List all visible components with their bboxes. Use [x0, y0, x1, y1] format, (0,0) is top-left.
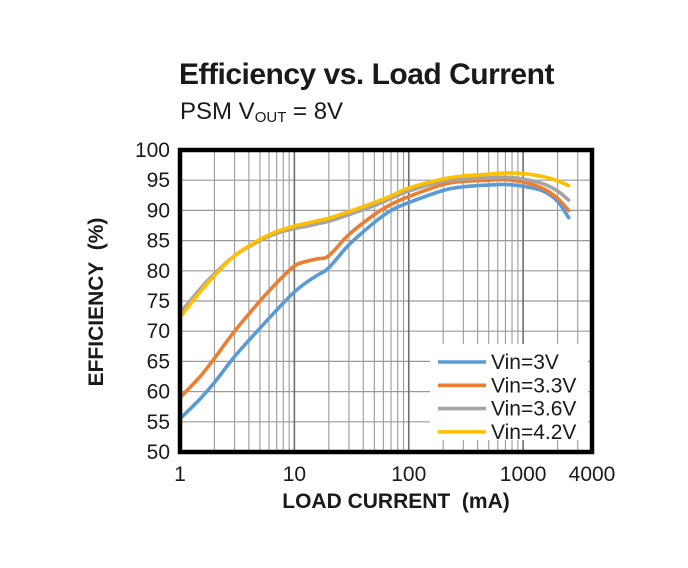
subtitle-subscript: OUT	[254, 109, 287, 126]
gridlines	[180, 150, 592, 452]
y-tick-label: 55	[147, 411, 170, 434]
x-tick-label: 10	[283, 463, 306, 486]
y-tick-label: 100	[135, 139, 170, 162]
y-tick-label: 60	[147, 381, 170, 404]
y-tick-label: 70	[147, 320, 170, 343]
y-tick-label: 80	[147, 260, 170, 283]
x-axis-title: LOAD CURRENT (mA)	[282, 490, 510, 513]
series-curves	[178, 171, 571, 421]
y-tick-label: 50	[147, 441, 170, 464]
legend-item-vin-4-2v: Vin=4.2V	[438, 421, 576, 444]
y-tick-label: 90	[147, 199, 170, 222]
x-tick-label: 1	[174, 463, 186, 486]
chart-title: Efficiency vs. Load Current	[179, 58, 554, 91]
subtitle-suffix: = 8V	[286, 98, 344, 125]
legend-label-vin-4-2v: Vin=4.2V	[491, 421, 576, 444]
x-tick-label: 4000	[569, 463, 616, 486]
legend-label-vin-3-6v: Vin=3.6V	[491, 398, 576, 421]
x-tick-label: 1000	[500, 463, 547, 486]
legend-item-vin-3-6v: Vin=3.6V	[438, 398, 576, 421]
chart-subtitle: PSM VOUT = 8V	[180, 98, 343, 126]
curve-vin-3v	[178, 182, 571, 421]
subtitle-prefix: PSM V	[180, 98, 255, 125]
x-tick-label: 100	[391, 463, 426, 486]
legend-label-vin-3-3v: Vin=3.3V	[491, 374, 576, 397]
plot-border	[177, 147, 595, 455]
legend-item-vin-3v: Vin=3V	[438, 351, 559, 374]
legend-label-vin-3v: Vin=3V	[491, 351, 559, 374]
y-tick-label: 85	[147, 230, 170, 253]
y-tick-label: 65	[147, 350, 170, 373]
y-tick-label: 75	[147, 290, 170, 313]
legend-item-vin-3-3v: Vin=3.3V	[438, 374, 576, 397]
curve-vin-3-3v	[178, 177, 571, 400]
y-tick-label: 95	[147, 169, 170, 192]
curve-vin-4-2v	[178, 171, 571, 320]
tick-labels: 1 10 100 1000 4000 100 95 90 85 80 75 70 65 60 55 50	[135, 139, 615, 486]
